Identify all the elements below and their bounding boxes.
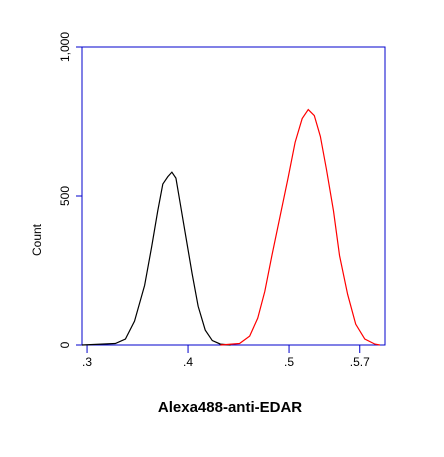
y-tick-label: 0 bbox=[58, 341, 72, 348]
y-axis-label: Count bbox=[30, 223, 44, 256]
y-tick-label: 1,000 bbox=[58, 32, 72, 62]
plot-frame bbox=[81, 46, 386, 346]
x-tick-label: .3 bbox=[82, 355, 92, 369]
x-axis-label: Alexa488-anti-EDAR bbox=[158, 399, 302, 416]
y-tick-label: 500 bbox=[58, 186, 72, 206]
histogram-line bbox=[220, 108, 381, 346]
histogram-line bbox=[81, 171, 231, 346]
x-tick-label: .4 bbox=[183, 355, 193, 369]
x-tick-label: .5 bbox=[284, 355, 294, 369]
x-tick-label: .5.7 bbox=[350, 355, 370, 369]
